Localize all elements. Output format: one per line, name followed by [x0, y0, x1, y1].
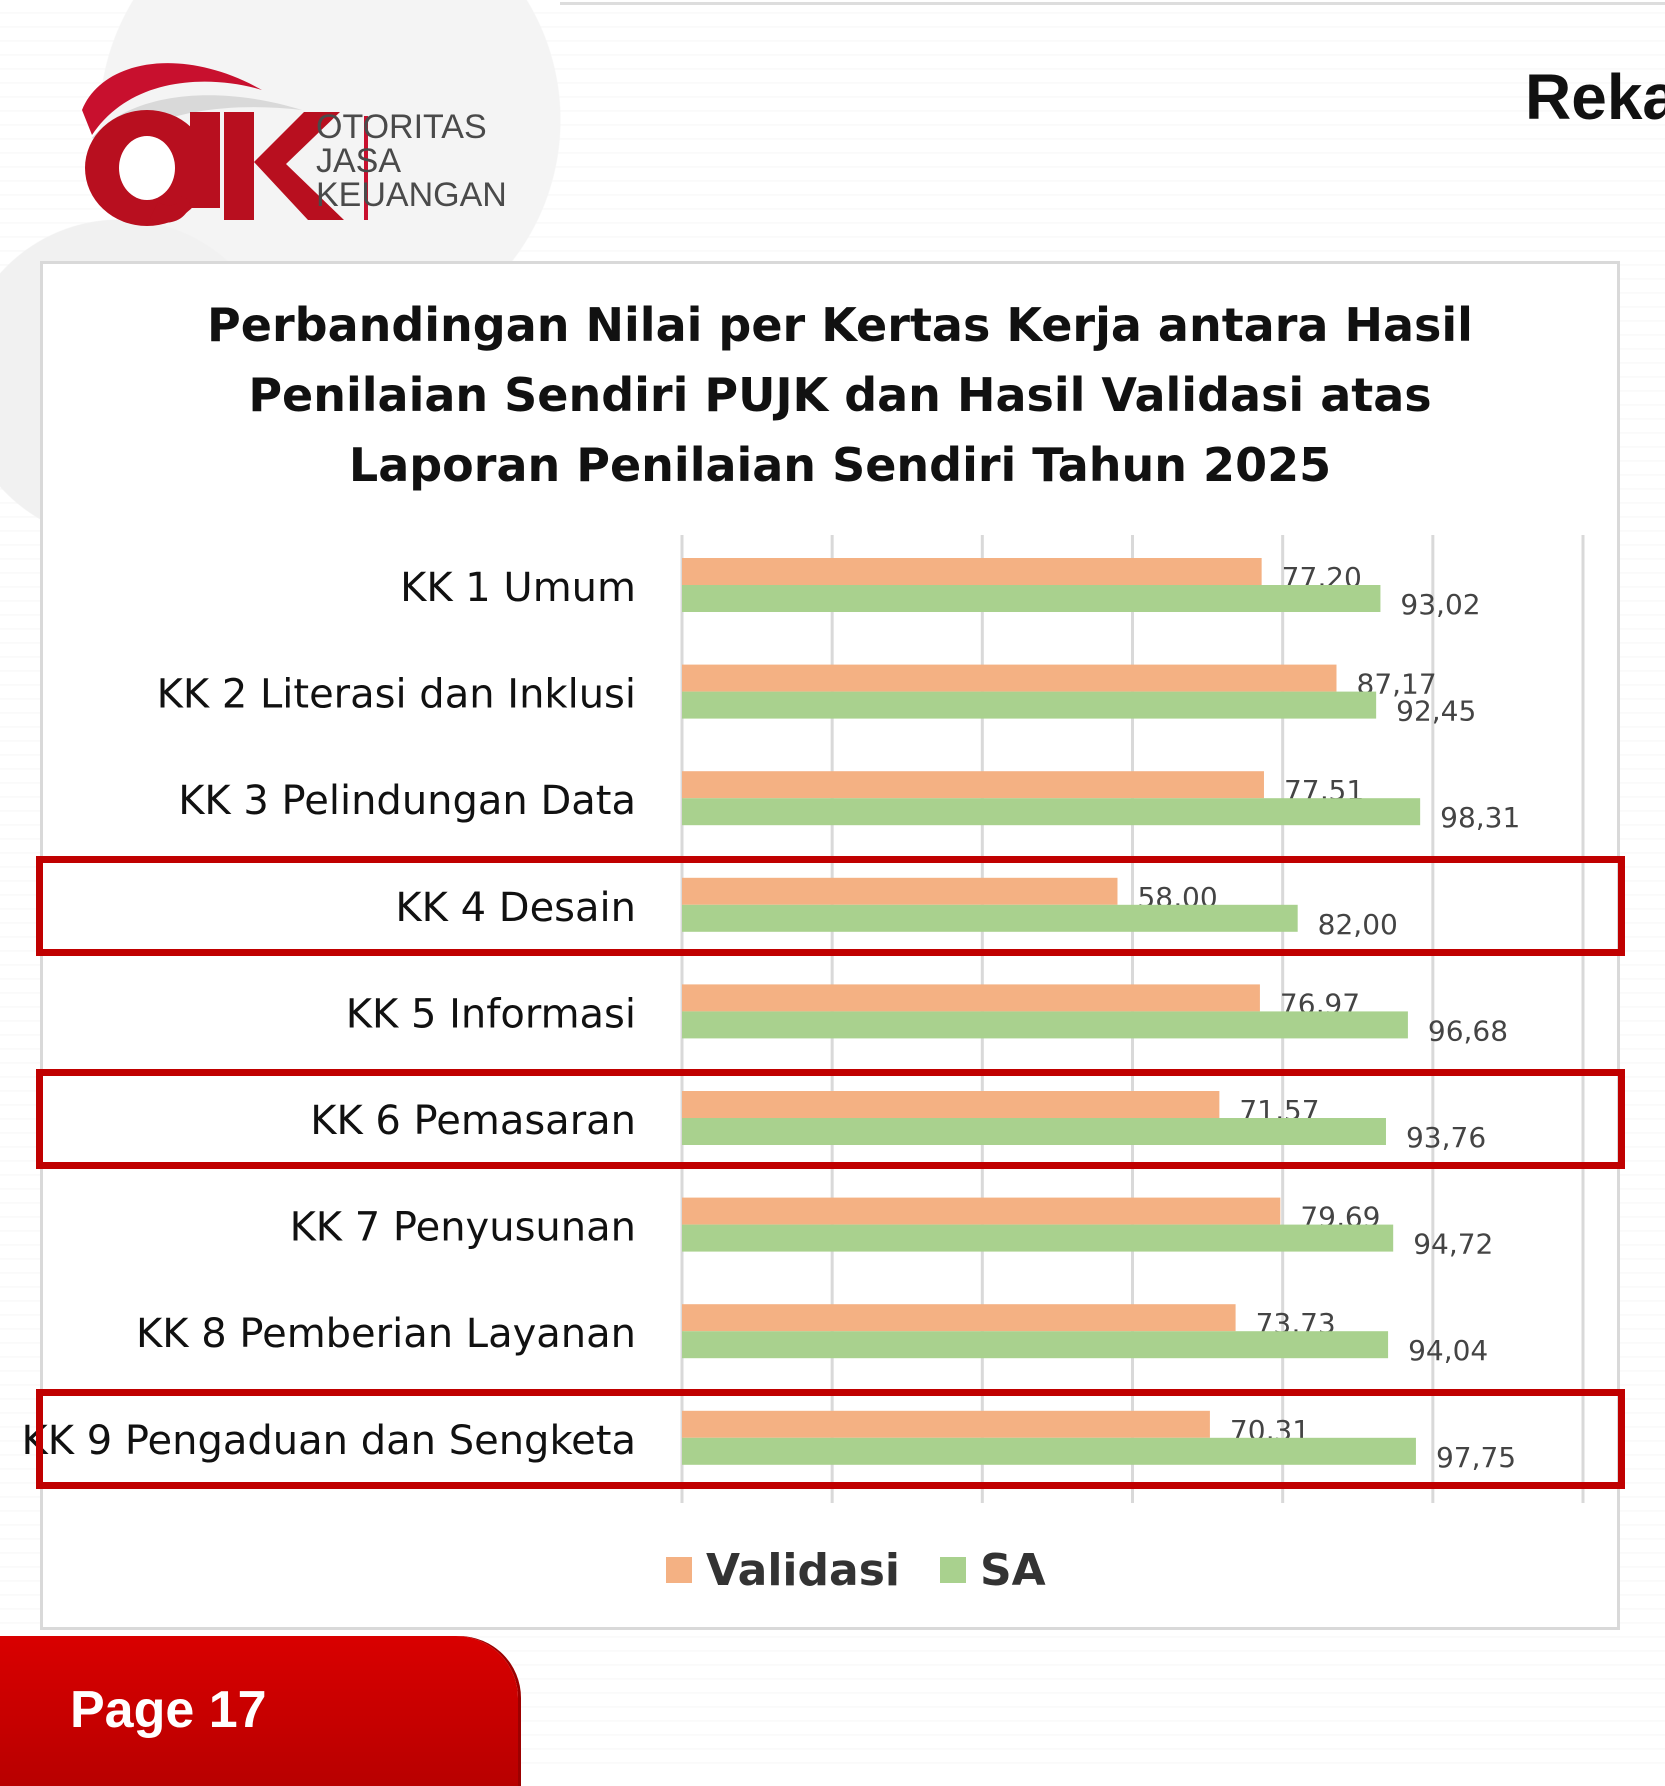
bar-validasi-1: [682, 558, 1262, 585]
chart-title-line-3: Laporan Penilaian Sendiri Tahun 2025: [348, 438, 1332, 492]
legend-swatch-sa: [939, 1557, 966, 1583]
bar-sa-5: [682, 1011, 1408, 1039]
bar-validasi-6: [682, 1091, 1220, 1118]
logo-line-2: JASA: [316, 142, 402, 180]
page-tab: [0, 1636, 518, 1786]
chart-frame: [40, 261, 1620, 1630]
data-label-sa-5: 96,68: [1428, 1014, 1508, 1047]
category-label: KK 1 Umum: [400, 565, 636, 611]
bar-sa-6: [682, 1118, 1386, 1145]
data-label-sa-2: 92,45: [1396, 695, 1476, 728]
chart-title-line-1: Perbandingan Nilai per Kertas Kerja anta…: [207, 298, 1473, 352]
bar-sa-3: [682, 798, 1421, 826]
highlight-box: [36, 1069, 1625, 1169]
category-label: KK 6 Pemasaran: [310, 1098, 636, 1144]
bar-sa-1: [682, 585, 1381, 612]
highlight-box: [36, 855, 1625, 956]
data-label-sa-9: 97,75: [1436, 1441, 1516, 1474]
category-label: KK 5 Informasi: [346, 991, 636, 1037]
data-label-sa-8: 94,04: [1408, 1334, 1488, 1367]
logo-wordmark: OTORITAS JASA KEUANGAN: [316, 110, 507, 212]
category-label: KK 3 Pelindungan Data: [178, 778, 636, 824]
bar-validasi-2: [682, 664, 1337, 692]
data-label-sa-6: 93,76: [1406, 1121, 1486, 1154]
bar-validasi-7: [682, 1197, 1281, 1225]
bar-validasi-4: [682, 877, 1118, 905]
chart-title: Perbandingan Nilai per Kertas Kerja anta…: [140, 290, 1540, 500]
data-label-sa-4: 82,00: [1318, 908, 1398, 941]
bar-sa-2: [682, 691, 1377, 719]
legend-item-validasi: Validasi: [666, 1545, 900, 1596]
bar-validasi-3: [682, 771, 1264, 799]
legend-item-sa: SA: [939, 1544, 1046, 1596]
data-label-sa-3: 98,31: [1440, 801, 1520, 834]
data-label-sa-1: 93,02: [1400, 588, 1480, 621]
chart-title-line-2: Penilaian Sendiri PUJK dan Hasil Validas…: [248, 368, 1432, 422]
logo-line-1: OTORITAS: [316, 108, 487, 146]
category-label: KK 2 Literasi dan Inklusi: [157, 672, 636, 718]
page-number: Page 17: [70, 1681, 267, 1739]
bar-sa-8: [682, 1331, 1389, 1359]
category-label: KK 8 Pemberian Layanan: [136, 1311, 636, 1357]
top-divider: [560, 2, 1665, 5]
data-label-sa-7: 94,72: [1413, 1228, 1493, 1261]
legend-label-sa: SA: [979, 1544, 1046, 1596]
bar-validasi-8: [682, 1304, 1236, 1332]
chart-legend: Validasi SA: [666, 1540, 1086, 1600]
bar-sa-7: [682, 1224, 1394, 1252]
bar-sa-4: [682, 904, 1298, 932]
category-label: KK 9 Pengaduan dan Sengketa: [22, 1418, 636, 1464]
page-title: Reka: [1525, 61, 1665, 133]
bar-validasi-9: [682, 1410, 1210, 1438]
legend-swatch-validasi: [666, 1557, 692, 1583]
ojk-logo: [82, 63, 368, 226]
category-label: KK 4 Desain: [395, 885, 636, 931]
legend-label-validasi: Validasi: [706, 1544, 900, 1596]
category-label: KK 7 Penyusunan: [290, 1205, 636, 1251]
bar-sa-9: [682, 1437, 1416, 1465]
bar-validasi-5: [682, 984, 1260, 1012]
logo-line-3: KEUANGAN: [316, 176, 507, 214]
highlight-box: [36, 1388, 1625, 1489]
